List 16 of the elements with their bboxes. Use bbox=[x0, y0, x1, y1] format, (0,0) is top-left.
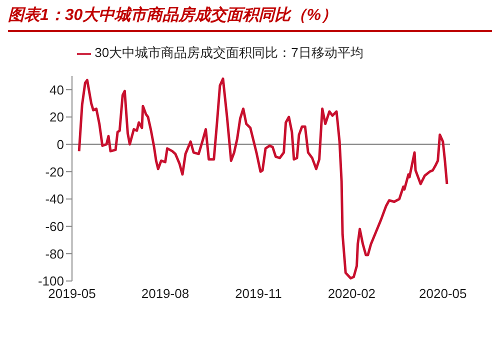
y-tick-label: 40 bbox=[50, 82, 64, 98]
x-tick-label: 2020-05 bbox=[419, 286, 467, 302]
y-tick-label: -80 bbox=[45, 246, 64, 262]
x-tick-label: 2020-02 bbox=[328, 286, 376, 302]
y-tick-label: 0 bbox=[56, 136, 64, 152]
y-tick-label: -20 bbox=[45, 164, 64, 180]
y-tick-label: -60 bbox=[45, 218, 64, 234]
line-series bbox=[78, 77, 448, 280]
legend-label: 30大中城市商品房成交面积同比：7日移动平均 bbox=[94, 45, 364, 60]
x-tick-label: 2019-05 bbox=[48, 286, 96, 302]
y-tick-label: 20 bbox=[50, 110, 64, 125]
y-tick-label: -100 bbox=[38, 274, 64, 289]
y-tick-label: -40 bbox=[45, 192, 64, 207]
x-tick-label: 2019-08 bbox=[141, 286, 190, 302]
x-tick-label: 2019-11 bbox=[235, 286, 282, 302]
chart-title: 图表1：30大中城市商品房成交面积同比（%） bbox=[8, 2, 492, 32]
